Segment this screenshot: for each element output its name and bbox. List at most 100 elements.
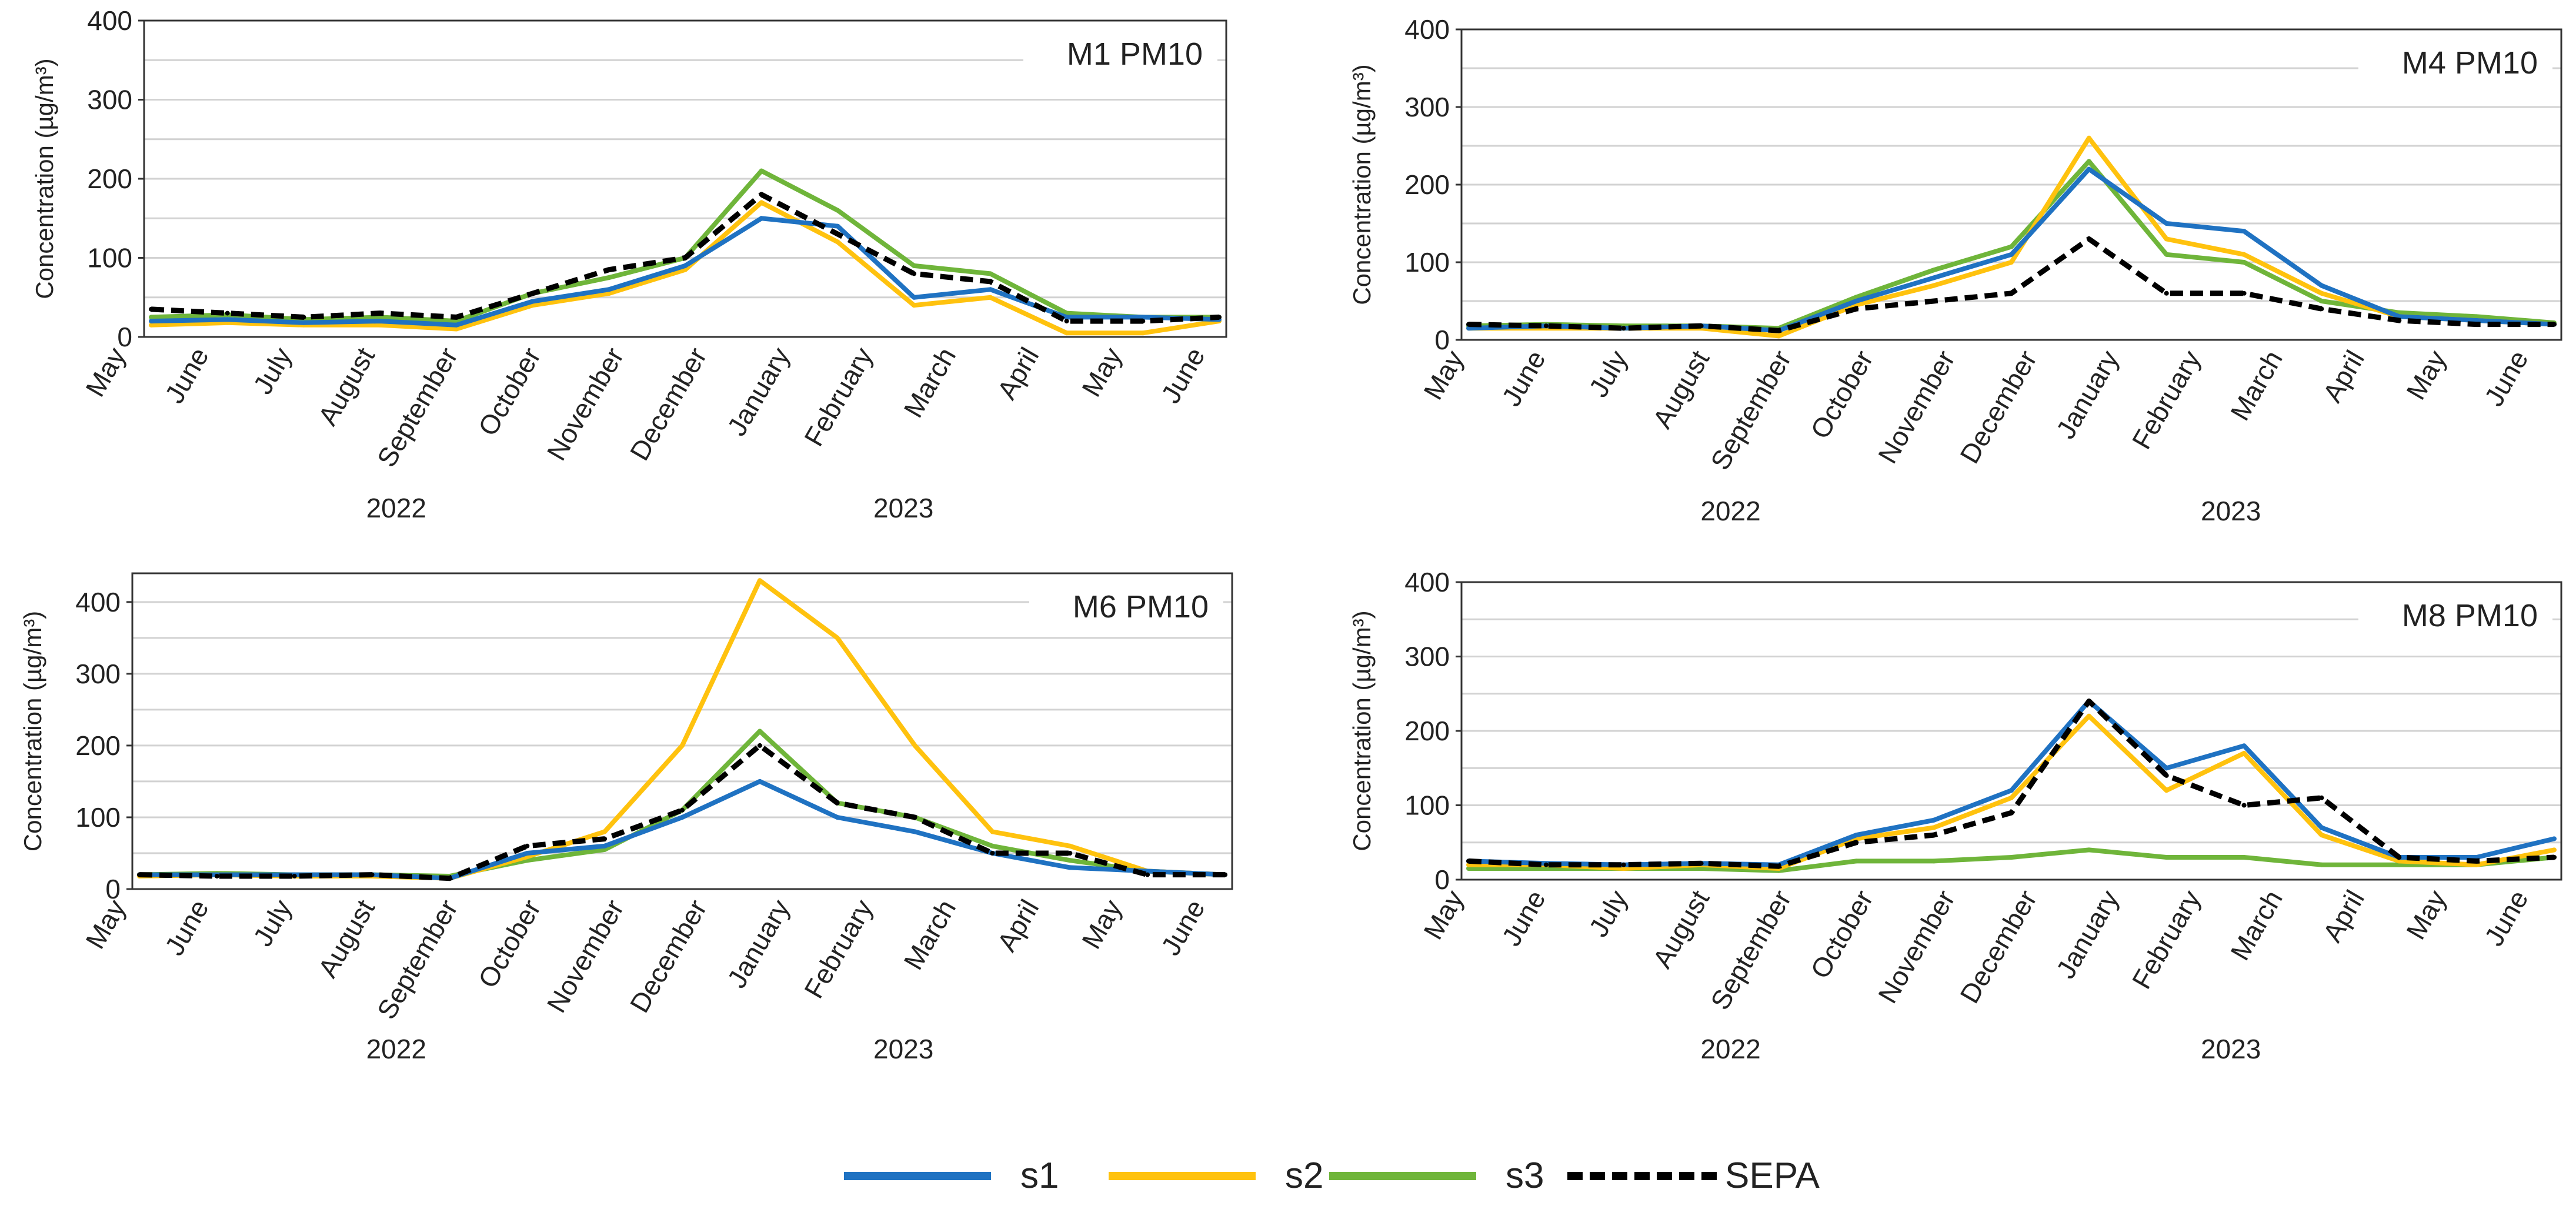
data-point-SEPA	[2397, 318, 2402, 323]
x-tick-label: December	[1954, 345, 2043, 469]
data-point-SEPA	[1621, 862, 1626, 867]
data-point-s1	[453, 322, 459, 328]
data-point-s3	[990, 843, 995, 848]
y-tick-label: 0	[105, 874, 121, 904]
data-point-s1	[1931, 817, 1937, 823]
x-tick-label: March	[897, 342, 962, 423]
x-tick-label: November	[1872, 345, 1961, 469]
year-label: 2022	[1700, 496, 1760, 526]
data-point-SEPA	[2397, 855, 2402, 860]
y-axis-label: Concentration (µg/m³)	[31, 58, 58, 299]
data-point-SEPA	[1145, 872, 1150, 877]
data-point-s2	[2552, 847, 2557, 853]
data-point-SEPA	[447, 876, 452, 881]
data-point-s2	[1931, 283, 1937, 288]
data-point-s2	[1064, 330, 1069, 336]
data-point-s3	[2086, 847, 2091, 853]
x-tick-label: June	[159, 342, 215, 408]
data-point-s2	[1140, 330, 1146, 336]
x-tick-label: July	[1583, 885, 1633, 942]
x-tick-label: October	[472, 894, 547, 993]
data-point-SEPA	[214, 874, 219, 878]
series-line-s3	[151, 168, 1219, 324]
data-point-s2	[680, 743, 685, 748]
data-point-SEPA	[1543, 862, 1549, 867]
data-point-s3	[2319, 299, 2324, 303]
data-point-s1	[1854, 299, 1859, 303]
data-point-SEPA	[2241, 290, 2247, 296]
y-tick-label: 200	[1404, 716, 1450, 746]
y-tick-label: 400	[1404, 14, 1450, 45]
data-point-s3	[912, 263, 917, 268]
chart-panel-1: 0 100 200 300 400 Concentration (µg/m³) M1 PM1…	[31, 5, 1227, 523]
data-point-s1	[602, 843, 608, 848]
data-point-SEPA	[1140, 319, 1146, 324]
y-tick-label: 400	[1404, 567, 1450, 597]
x-tick-label: June	[1155, 894, 1211, 960]
data-point-SEPA	[369, 872, 375, 877]
series-line-s1	[1468, 699, 2555, 867]
data-point-s3	[1931, 268, 1937, 273]
chart-panel-4: 0 100 200 300 400 Concentration (µg/m³) M8 PM1…	[1348, 567, 2562, 1064]
x-tick-label: March	[2224, 345, 2288, 426]
data-point-s2	[378, 322, 383, 328]
data-point-s1	[683, 263, 688, 268]
data-point-s1	[1145, 868, 1150, 874]
x-tick-label: March	[2224, 885, 2288, 966]
data-point-SEPA	[1699, 861, 1704, 866]
data-point-SEPA	[378, 310, 383, 316]
legend-label-s3: s3	[1506, 1155, 1544, 1196]
x-tick-label: September	[371, 894, 464, 1024]
data-point-SEPA	[2164, 290, 2169, 296]
data-point-SEPA	[292, 874, 297, 878]
data-point-s2	[2086, 713, 2091, 719]
x-tick-label: May	[2400, 885, 2452, 944]
data-point-s1	[987, 287, 993, 292]
x-tick-label: January	[2050, 345, 2125, 444]
x-tick-label: October	[1804, 345, 1879, 444]
data-point-SEPA	[1543, 323, 1549, 329]
data-point-SEPA	[2009, 810, 2014, 816]
x-tick-label: April	[991, 342, 1045, 405]
year-label: 2023	[2201, 1034, 2261, 1064]
x-tick-label: July	[247, 894, 298, 951]
x-tick-label: August	[312, 342, 381, 430]
year-label: 2023	[873, 493, 933, 523]
data-point-SEPA	[1217, 315, 1222, 320]
chart-title: M6 PM10	[1073, 589, 1209, 624]
data-point-s3	[759, 168, 764, 173]
legend-label-s2: s2	[1285, 1155, 1323, 1196]
data-point-s3	[2397, 862, 2402, 867]
title-box	[2358, 40, 2552, 87]
data-point-s2	[912, 743, 917, 748]
y-tick-label: 0	[1434, 864, 1450, 895]
x-tick-label: October	[1804, 885, 1879, 984]
y-tick-label: 300	[1404, 642, 1450, 672]
year-label: 2022	[366, 493, 426, 523]
data-point-SEPA	[149, 306, 154, 312]
data-point-s3	[606, 275, 612, 280]
data-point-s3	[2009, 244, 2014, 249]
data-point-SEPA	[912, 271, 917, 276]
x-tick-label: June	[1496, 885, 1551, 951]
data-point-SEPA	[1699, 323, 1704, 329]
data-point-SEPA	[1931, 833, 1937, 838]
data-point-s1	[759, 216, 764, 221]
data-point-SEPA	[1931, 299, 1937, 303]
data-point-s3	[2319, 862, 2324, 867]
y-tick-label: 300	[1404, 92, 1450, 122]
x-tick-label: May	[79, 894, 131, 954]
x-tick-label: July	[247, 342, 298, 399]
data-point-SEPA	[2474, 858, 2480, 864]
x-tick-label: September	[1704, 885, 1797, 1015]
data-point-SEPA	[2319, 306, 2324, 312]
chart-panel-2: 0 100 200 300 400 Concentration (µg/m³) M4 PM1…	[1348, 14, 2562, 526]
data-point-s3	[2474, 314, 2480, 319]
x-tick-label: July	[1583, 345, 1633, 402]
data-point-SEPA	[1854, 306, 1859, 312]
data-point-s3	[1543, 866, 1549, 871]
x-tick-label: December	[1954, 885, 2043, 1008]
chart-panel-3: 0 100 200 300 400 Concentration (µg/m³) M6 PM1…	[19, 572, 1233, 1064]
x-tick-label: March	[897, 894, 962, 975]
data-point-s2	[835, 239, 840, 245]
